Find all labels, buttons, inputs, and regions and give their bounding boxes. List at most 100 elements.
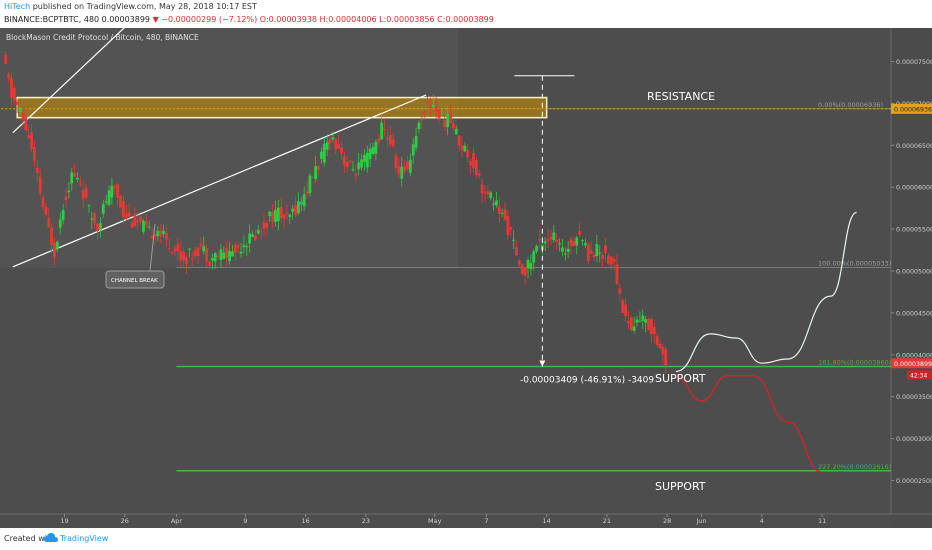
candle-body bbox=[423, 111, 427, 114]
candle-body bbox=[319, 151, 323, 159]
candle-body bbox=[411, 144, 415, 156]
candle-body bbox=[589, 250, 593, 254]
candle-body bbox=[153, 234, 157, 237]
footer: Created with TradingView bbox=[0, 528, 932, 550]
candle-body bbox=[124, 213, 128, 219]
candle-body bbox=[50, 227, 54, 246]
candle-body bbox=[357, 162, 361, 170]
candle-body bbox=[403, 166, 407, 172]
candle-body bbox=[18, 107, 22, 112]
candle-body bbox=[371, 146, 375, 154]
candle-body bbox=[35, 167, 39, 174]
candle-body bbox=[299, 202, 303, 205]
candle-body bbox=[417, 122, 421, 130]
time-tick-label: 28 bbox=[663, 517, 671, 525]
chart-area[interactable]: BlockMason Credit Protocol / Bitcoin, 48… bbox=[0, 2, 932, 528]
candle-body bbox=[664, 349, 668, 366]
price-chart[interactable]: BlockMason Credit Protocol / Bitcoin, 48… bbox=[0, 2, 932, 528]
price-tick-label: 0.00003000 bbox=[896, 436, 932, 443]
candle-body bbox=[615, 264, 619, 285]
candle-body bbox=[377, 138, 381, 142]
candle-body bbox=[70, 172, 74, 184]
fib-label: 161.80%(0.00003860) bbox=[818, 359, 891, 367]
resistance-box bbox=[16, 96, 548, 119]
candle-body bbox=[463, 145, 467, 152]
candle-body bbox=[400, 166, 404, 179]
candle-body bbox=[466, 149, 470, 158]
author-link[interactable]: HiTech bbox=[4, 2, 31, 11]
candle-body bbox=[239, 251, 243, 254]
candle-body bbox=[78, 183, 82, 185]
candle-body bbox=[265, 223, 269, 228]
candle-body bbox=[33, 146, 36, 161]
candle-body bbox=[583, 243, 587, 246]
candle-body bbox=[242, 245, 246, 248]
candle-body bbox=[598, 252, 602, 254]
candle-body bbox=[618, 288, 622, 294]
candle-body bbox=[76, 177, 79, 180]
candle-body bbox=[354, 173, 358, 177]
candle-body bbox=[509, 227, 513, 230]
candle-body bbox=[15, 101, 19, 105]
candle-body bbox=[202, 245, 206, 252]
candle-body bbox=[282, 214, 286, 219]
candle-body bbox=[503, 209, 507, 220]
candle-body bbox=[578, 231, 582, 236]
candle-body bbox=[119, 195, 122, 208]
candle-body bbox=[173, 247, 177, 252]
candle-body bbox=[90, 218, 94, 220]
symbol-line: BINANCE:BCPTBTC, 480 0.00003899 ▼ −0.000… bbox=[4, 15, 494, 24]
time-axis[interactable]: 19 26 Apr 9 16 23 May 7 14 21 28 Jun 4 11 bbox=[60, 514, 826, 525]
tradingview-brand[interactable]: TradingView bbox=[60, 534, 109, 543]
channel-break-box bbox=[105, 270, 165, 289]
candle-body bbox=[10, 77, 13, 98]
candle-body bbox=[21, 112, 25, 120]
candle-body bbox=[420, 119, 424, 121]
time-tick-label: Jun bbox=[696, 517, 707, 525]
ohlc-values: O:0.00003938 H:0.00004006 L:0.00003856 C… bbox=[259, 15, 494, 24]
candle-body bbox=[210, 258, 214, 261]
resistance-zone[interactable] bbox=[0, 96, 891, 119]
candle-body bbox=[7, 73, 11, 79]
price-change: ▼ −0.00000299 (−7.12%) bbox=[152, 15, 258, 24]
publish-header: HiTech published on TradingView.com, May… bbox=[0, 0, 932, 28]
candle-body bbox=[245, 246, 249, 248]
countdown-label: 42:34 bbox=[910, 372, 927, 379]
candle-body bbox=[274, 209, 277, 222]
candle-body bbox=[288, 214, 292, 217]
candle-body bbox=[440, 113, 444, 115]
candle-body bbox=[4, 55, 8, 64]
candle-body bbox=[449, 112, 452, 124]
candle-body bbox=[208, 261, 211, 266]
candle-body bbox=[652, 326, 656, 335]
candle-body bbox=[365, 152, 369, 168]
candle-body bbox=[231, 251, 234, 257]
candle-body bbox=[457, 135, 461, 146]
candle-body bbox=[397, 166, 401, 174]
candle-body bbox=[483, 192, 487, 194]
fib-label: 0.00%(0.00006936) bbox=[818, 101, 883, 109]
candle-body bbox=[331, 137, 335, 140]
projection-paths[interactable] bbox=[675, 211, 857, 473]
candle-body bbox=[451, 123, 455, 129]
candle-body bbox=[538, 239, 541, 241]
candle-body bbox=[187, 248, 191, 250]
candle-body bbox=[472, 153, 475, 169]
candle-body bbox=[360, 159, 363, 168]
candle-body bbox=[162, 230, 165, 234]
candle-body bbox=[259, 230, 263, 232]
time-tick-label: 21 bbox=[603, 517, 611, 525]
candle-body bbox=[12, 88, 16, 101]
time-tick-label: Apr bbox=[171, 517, 183, 525]
candle-body bbox=[638, 320, 642, 322]
candle-body bbox=[262, 222, 266, 229]
candle-body bbox=[67, 190, 71, 193]
candle-body bbox=[535, 245, 539, 252]
time-tick-label: 7 bbox=[484, 517, 488, 525]
candle-body bbox=[601, 254, 605, 260]
time-tick-label: 14 bbox=[543, 517, 551, 525]
candle-body bbox=[73, 173, 77, 177]
candle-body bbox=[394, 155, 398, 169]
measure-tool[interactable]: -0.00003409 (-46.91%) -3409 bbox=[514, 75, 654, 386]
price-axis[interactable]: 0.000075000.000070000.000065000.00006000… bbox=[891, 59, 932, 485]
